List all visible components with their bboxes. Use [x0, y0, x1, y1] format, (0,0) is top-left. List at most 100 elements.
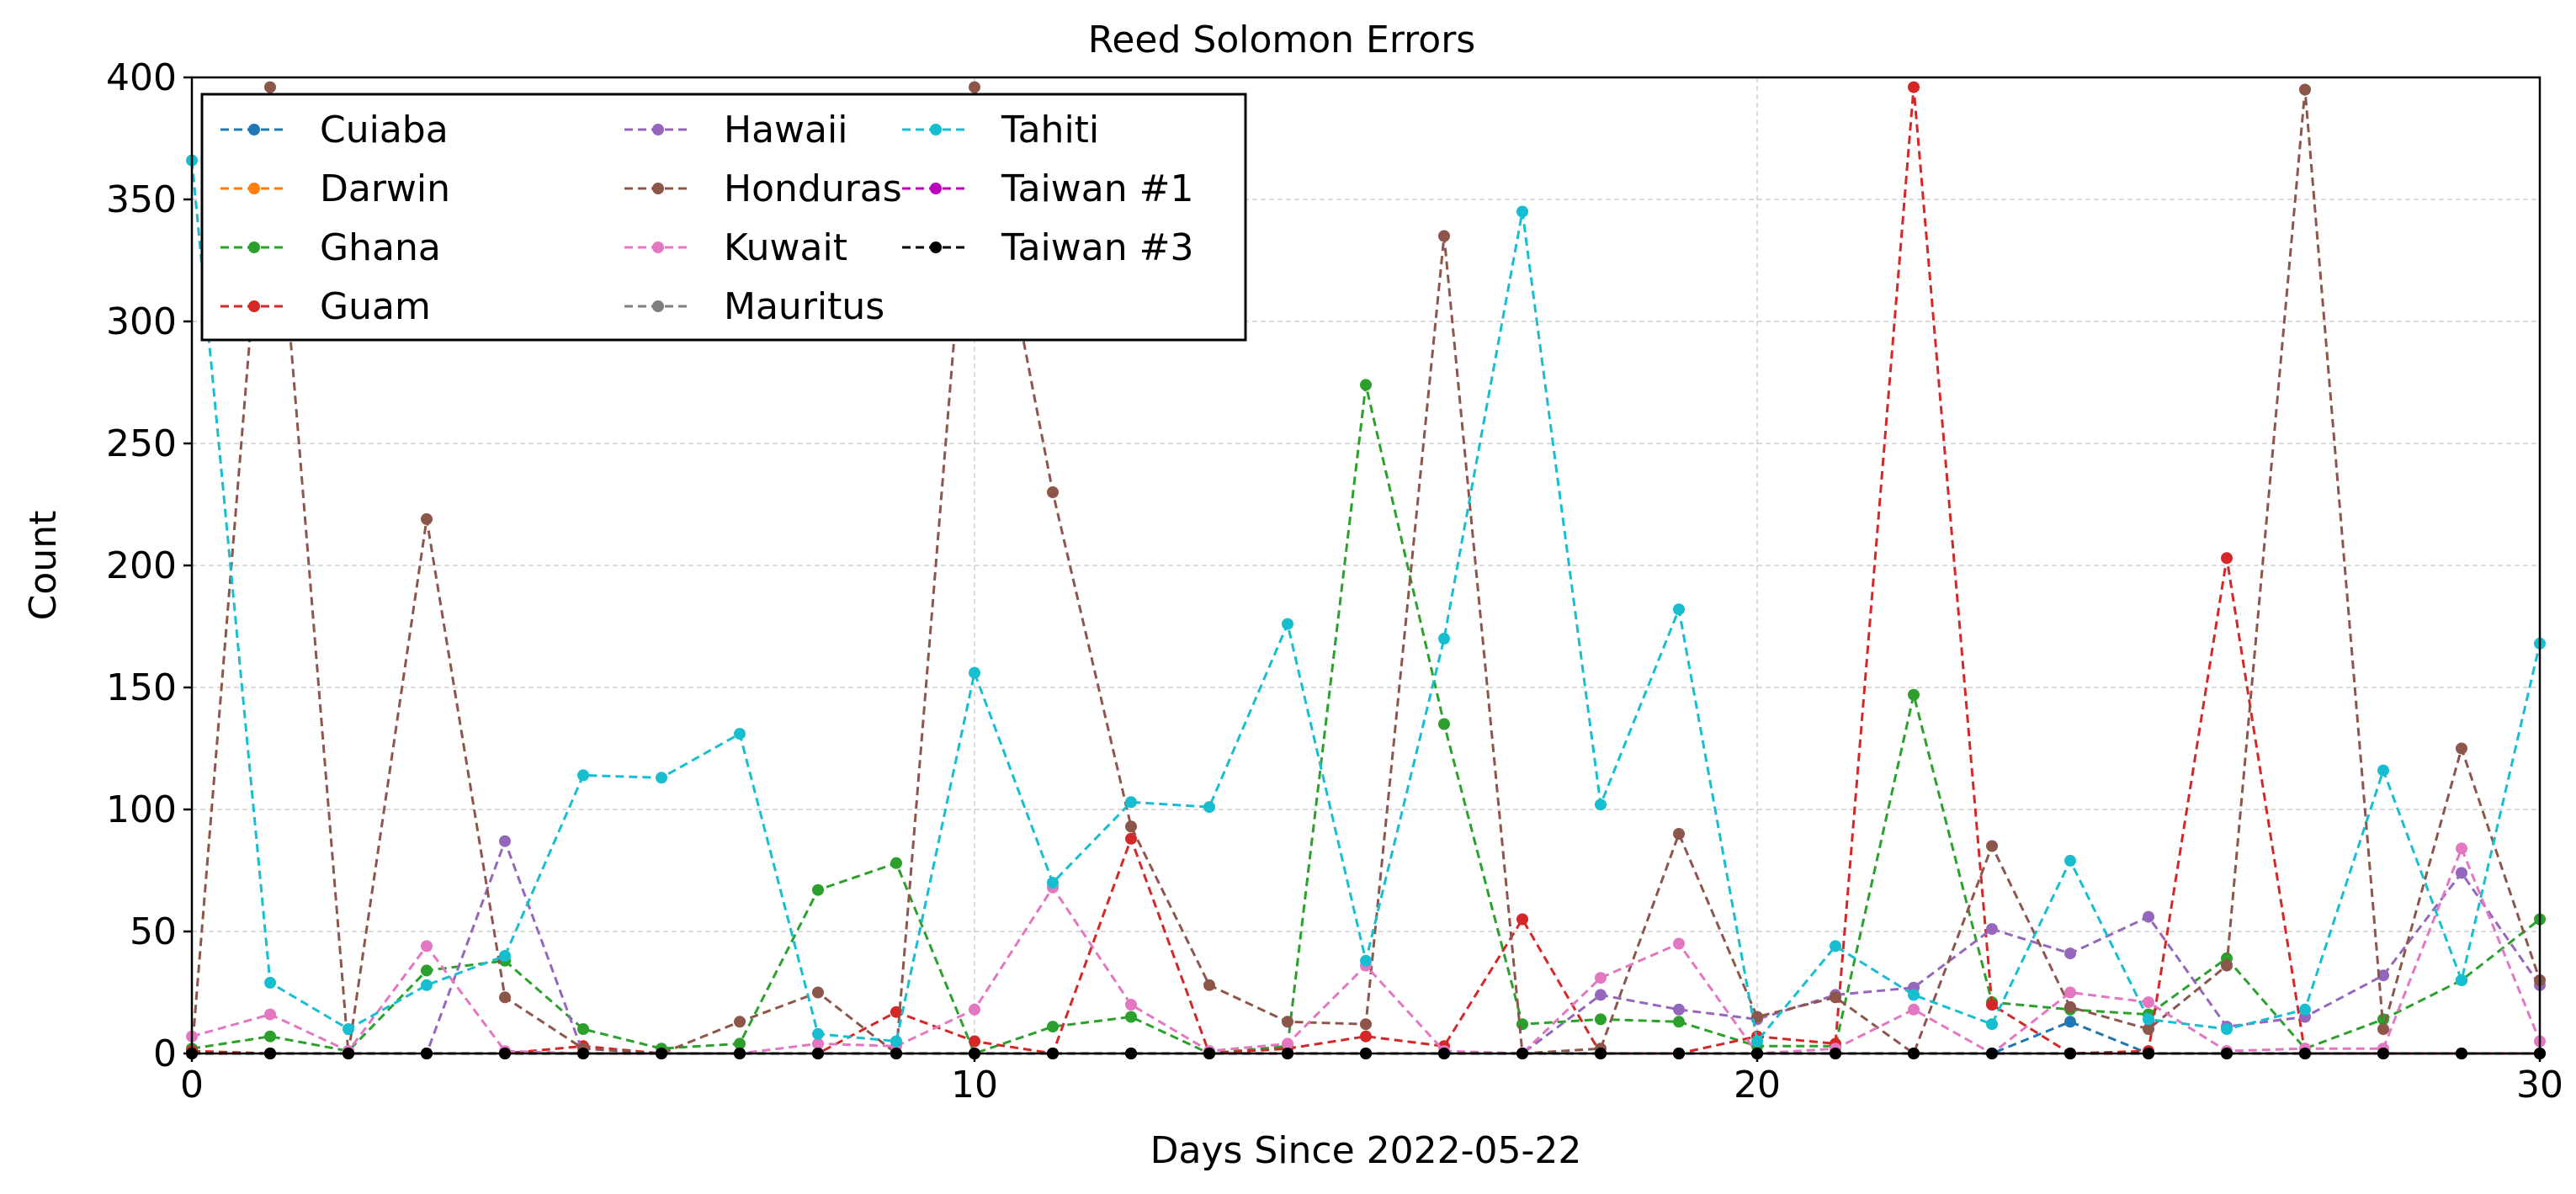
data-point [421, 940, 433, 953]
legend-item-kuwait: Kuwait [624, 226, 847, 269]
legend-box [200, 93, 1247, 342]
data-point [969, 81, 980, 93]
legend-swatch-marker [930, 124, 942, 135]
data-point [1595, 972, 1607, 984]
legend-swatch-marker [652, 300, 664, 312]
data-point [2143, 1013, 2154, 1026]
data-point [2221, 1023, 2233, 1035]
data-point [1673, 1016, 1685, 1028]
data-point [2456, 867, 2467, 879]
y-tick-label: 150 [106, 666, 177, 709]
legend-item-hawaii: Hawaii [624, 109, 847, 151]
data-point [1125, 1011, 1137, 1023]
chart-title: Reed Solomon Errors [1088, 19, 1475, 61]
data-point [2377, 1023, 2389, 1035]
data-point [264, 81, 276, 93]
data-point [2064, 947, 2076, 960]
y-tick-label: 50 [130, 910, 177, 953]
legend-label: Cuiaba [320, 109, 449, 151]
data-point [1125, 999, 1137, 1011]
data-point [1595, 1013, 1607, 1026]
data-point [1125, 820, 1137, 833]
data-point [1673, 603, 1685, 616]
data-point [890, 1035, 902, 1048]
data-point [1986, 840, 1998, 852]
legend-item-taiwan-1: Taiwan #1 [902, 167, 1193, 210]
data-point [1360, 954, 1372, 967]
legend-item-mauritus: Mauritus [624, 285, 884, 328]
legend-label: Taiwan #1 [1001, 167, 1193, 210]
data-point [812, 884, 824, 896]
legend-label: Honduras [724, 167, 902, 210]
y-tick-label: 400 [106, 56, 177, 99]
legend-swatch-marker [248, 183, 260, 194]
data-point [1908, 688, 1920, 701]
data-point [2456, 974, 2467, 986]
data-point [1047, 877, 1059, 889]
legend-label: Hawaii [724, 109, 847, 151]
legend-label: Guam [320, 285, 431, 328]
data-point [1047, 486, 1059, 498]
data-point [812, 986, 824, 999]
y-tick-label: 250 [106, 422, 177, 465]
y-tick-label: 100 [106, 788, 177, 831]
data-point [2064, 854, 2076, 867]
data-point [2221, 959, 2233, 972]
data-point [1595, 799, 1607, 811]
data-point [1203, 979, 1215, 991]
data-point [264, 1008, 276, 1021]
data-point [1986, 923, 1998, 936]
series-tahiti [186, 154, 2546, 1048]
data-point [499, 991, 511, 1004]
ticks: 0 50 100 150 200 250 300 350 400 0 10 20 30 [106, 56, 2563, 1106]
y-tick-label: 200 [106, 544, 177, 587]
data-point [1516, 205, 1528, 218]
legend-item-cuiaba: Cuiaba [220, 109, 449, 151]
data-point [1673, 828, 1685, 840]
x-tick-label: 20 [1734, 1064, 1781, 1106]
y-tick-label: 350 [106, 178, 177, 221]
data-point [812, 1027, 824, 1040]
data-point [1595, 989, 1607, 1001]
legend-item-tahiti: Tahiti [902, 109, 1099, 151]
data-point [969, 666, 980, 679]
data-point [2143, 996, 2154, 1009]
legend-swatch-marker [248, 241, 260, 253]
data-point [343, 1023, 354, 1035]
legend-swatch-marker [930, 183, 942, 194]
data-point [1986, 999, 1998, 1011]
data-point [264, 1030, 276, 1043]
data-point [2456, 842, 2467, 855]
data-point [1908, 81, 1920, 93]
legend-swatch-marker [930, 241, 942, 253]
data-point [2299, 83, 2311, 96]
legend-item-honduras: Honduras [624, 167, 902, 210]
data-point [421, 964, 433, 977]
data-point [1673, 1003, 1685, 1016]
data-point [1282, 1016, 1293, 1028]
data-point [1047, 1021, 1059, 1033]
data-point [812, 1037, 824, 1050]
data-point [1830, 940, 1841, 953]
data-point [264, 976, 276, 989]
data-point [1125, 796, 1137, 809]
data-point [2299, 1003, 2311, 1016]
data-point [1282, 1037, 1293, 1050]
data-point [969, 1035, 980, 1048]
data-point [1908, 989, 1920, 1001]
data-point [1673, 937, 1685, 950]
data-point [969, 1003, 980, 1016]
legend-label: Kuwait [724, 226, 847, 269]
data-point [499, 835, 511, 847]
data-point [2064, 1000, 2076, 1013]
legend-label: Ghana [320, 226, 441, 269]
data-point [890, 857, 902, 869]
x-tick-label: 10 [951, 1064, 998, 1106]
data-point [1125, 832, 1137, 845]
data-point [1438, 718, 1450, 730]
data-point [734, 1037, 746, 1050]
data-point [1438, 633, 1450, 645]
data-point [734, 728, 746, 740]
data-point [2064, 1016, 2076, 1028]
